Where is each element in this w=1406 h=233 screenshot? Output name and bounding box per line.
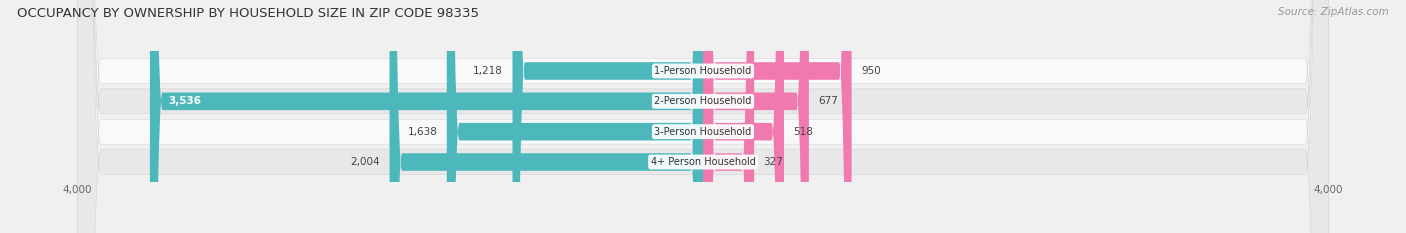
Text: 3-Person Household: 3-Person Household — [654, 127, 752, 137]
Text: 327: 327 — [763, 157, 783, 167]
Text: 1,218: 1,218 — [474, 66, 503, 76]
FancyBboxPatch shape — [512, 0, 703, 233]
Text: 950: 950 — [860, 66, 880, 76]
Text: 3,536: 3,536 — [169, 96, 201, 106]
Text: 1-Person Household: 1-Person Household — [654, 66, 752, 76]
FancyBboxPatch shape — [150, 0, 703, 233]
FancyBboxPatch shape — [447, 0, 703, 233]
FancyBboxPatch shape — [703, 0, 754, 233]
Text: 2-Person Household: 2-Person Household — [654, 96, 752, 106]
FancyBboxPatch shape — [703, 0, 852, 233]
Text: 1,638: 1,638 — [408, 127, 437, 137]
Text: 2,004: 2,004 — [350, 157, 380, 167]
FancyBboxPatch shape — [77, 0, 1329, 233]
FancyBboxPatch shape — [389, 0, 703, 233]
Text: 518: 518 — [793, 127, 813, 137]
Text: OCCUPANCY BY OWNERSHIP BY HOUSEHOLD SIZE IN ZIP CODE 98335: OCCUPANCY BY OWNERSHIP BY HOUSEHOLD SIZE… — [17, 7, 479, 20]
Text: 677: 677 — [818, 96, 838, 106]
FancyBboxPatch shape — [703, 0, 808, 233]
FancyBboxPatch shape — [77, 0, 1329, 233]
Text: 4+ Person Household: 4+ Person Household — [651, 157, 755, 167]
FancyBboxPatch shape — [703, 0, 785, 233]
FancyBboxPatch shape — [77, 0, 1329, 233]
Text: Source: ZipAtlas.com: Source: ZipAtlas.com — [1278, 7, 1389, 17]
FancyBboxPatch shape — [77, 0, 1329, 233]
